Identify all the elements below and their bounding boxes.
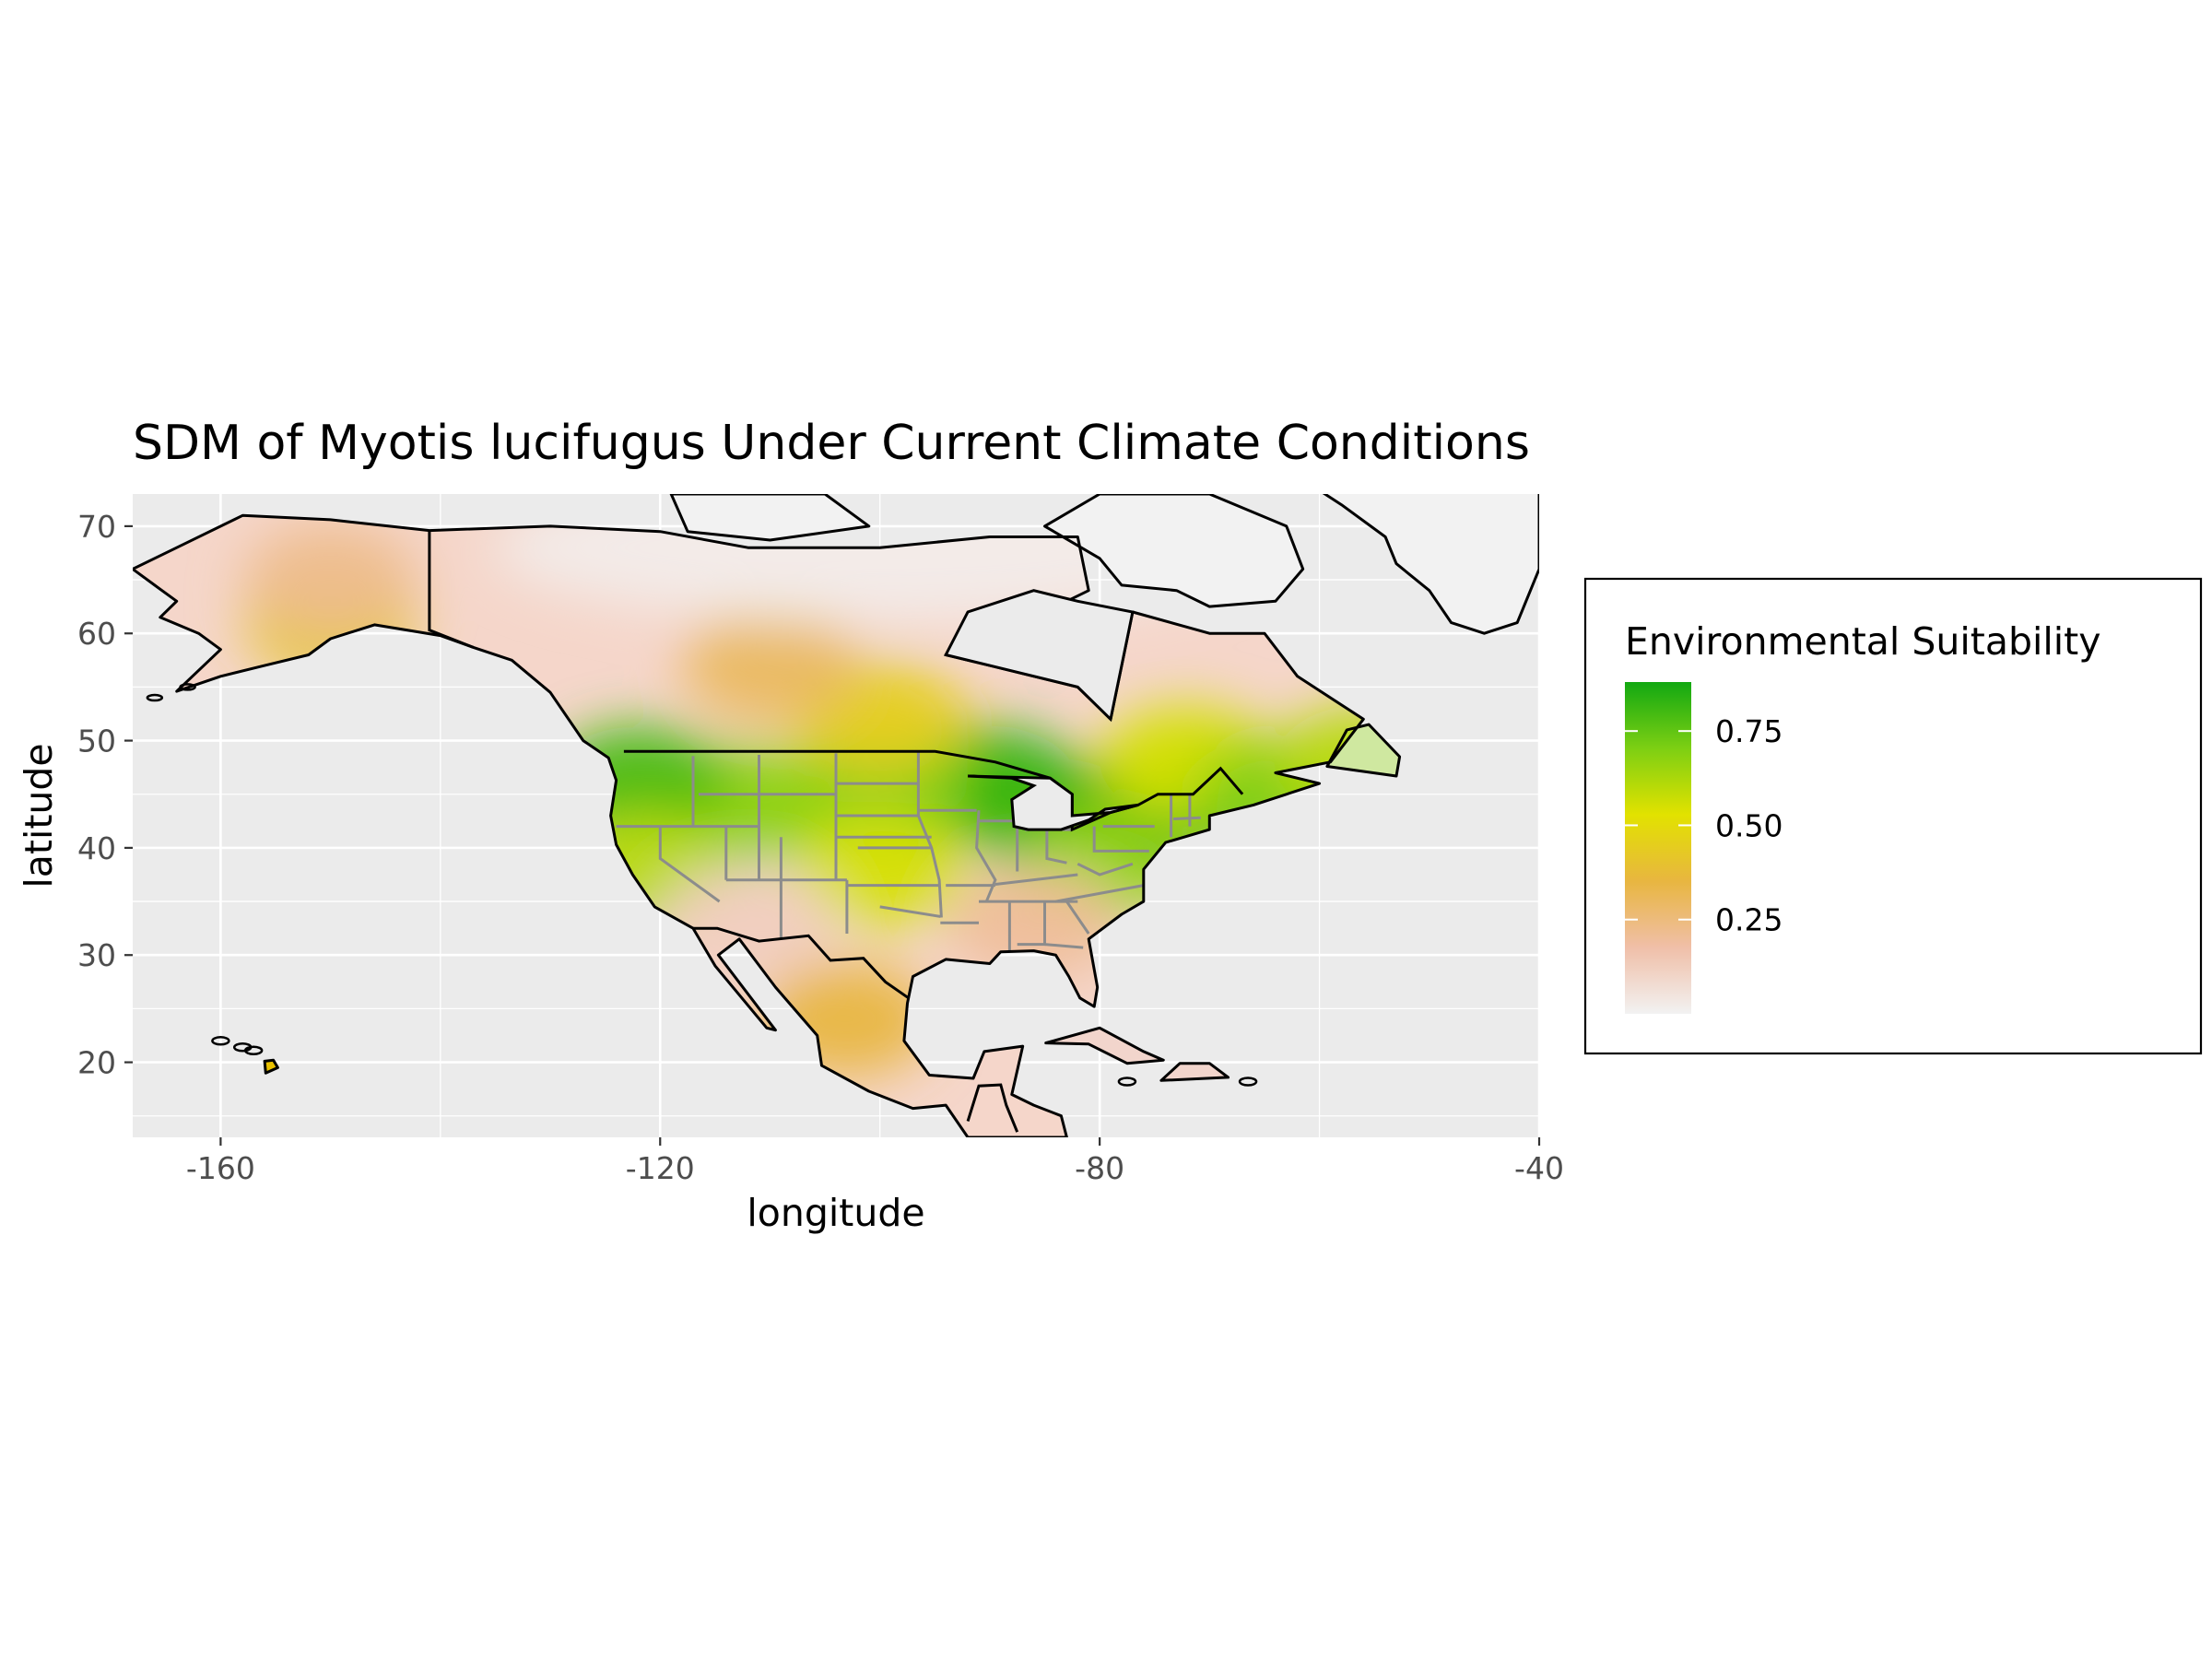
- island: [243, 1045, 264, 1056]
- legend: Environmental Suitability 0.25 0.50 0.75: [1583, 577, 2203, 1055]
- y-tick-label: 50: [77, 724, 116, 759]
- x-axis-title: longitude: [747, 1191, 924, 1235]
- legend-tick-label: 0.75: [1715, 713, 1783, 749]
- legend-tick-label: 0.25: [1715, 902, 1783, 938]
- us-canada-border: [623, 749, 1244, 832]
- coastline: [1322, 494, 1539, 635]
- coastline: [669, 494, 871, 542]
- coastline: [263, 1058, 279, 1075]
- state-border: [916, 751, 943, 918]
- legend-ticks: 0.25 0.50 0.75: [1625, 713, 1783, 938]
- coastline: [1044, 1026, 1165, 1065]
- us-state-borders: [616, 751, 1201, 952]
- land-region: [1044, 494, 1303, 607]
- coastline: [1043, 494, 1305, 608]
- y-tick-label: 40: [77, 830, 116, 866]
- land-region: [671, 494, 869, 540]
- x-tick-label: -160: [186, 1150, 255, 1186]
- land-region: [1324, 494, 1539, 634]
- chart-title: SDM of Myotis lucifugus Under Current Cl…: [133, 416, 1530, 471]
- x-tick-label: -120: [626, 1150, 695, 1186]
- great-lakes: [968, 774, 1139, 831]
- x-tick-label: -40: [1514, 1150, 1564, 1186]
- hudson-bay: [943, 589, 1135, 723]
- state-border: [1055, 883, 1150, 903]
- y-axis-title: latitude: [17, 743, 61, 888]
- y-tick-label: 30: [77, 937, 116, 973]
- alaska-canada-border: [428, 530, 475, 649]
- island: [211, 1036, 230, 1046]
- coastlines: [103, 494, 1539, 1137]
- land-region: [1160, 1063, 1229, 1081]
- island: [1117, 1077, 1137, 1087]
- state-border: [1077, 862, 1134, 877]
- us-mexico-border: [693, 926, 910, 1000]
- x-axis: -160 -120 -80 -40: [186, 1137, 1564, 1186]
- island: [1238, 1077, 1258, 1087]
- y-tick-label: 70: [77, 509, 116, 545]
- island: [179, 683, 196, 691]
- state-border: [975, 810, 997, 902]
- map-panel: [103, 494, 1541, 1137]
- y-axis: 20 30 40 50 60 70: [77, 509, 133, 1081]
- central-america-border: [966, 1083, 1019, 1133]
- y-tick-label: 20: [77, 1045, 116, 1081]
- island: [103, 706, 118, 712]
- state-border: [1045, 830, 1067, 865]
- state-border: [1092, 826, 1149, 853]
- coastline: [1159, 1062, 1230, 1082]
- legend-colorbar: [1625, 682, 1691, 1014]
- state-border: [879, 905, 941, 918]
- legend-title: Environmental Suitability: [1625, 619, 2100, 664]
- legend-tick-label: 0.50: [1715, 807, 1783, 843]
- coastline: [1325, 723, 1402, 778]
- suitability-cell: [242, 523, 418, 638]
- island: [146, 693, 164, 702]
- state-border: [658, 826, 721, 903]
- state-border: [994, 873, 1078, 886]
- state-border: [1044, 943, 1084, 949]
- x-tick-label: -80: [1075, 1150, 1124, 1186]
- y-tick-label: 60: [77, 616, 116, 652]
- state-border: [1065, 900, 1090, 935]
- suitability-cell: [682, 608, 858, 724]
- land-region: [1045, 1028, 1164, 1064]
